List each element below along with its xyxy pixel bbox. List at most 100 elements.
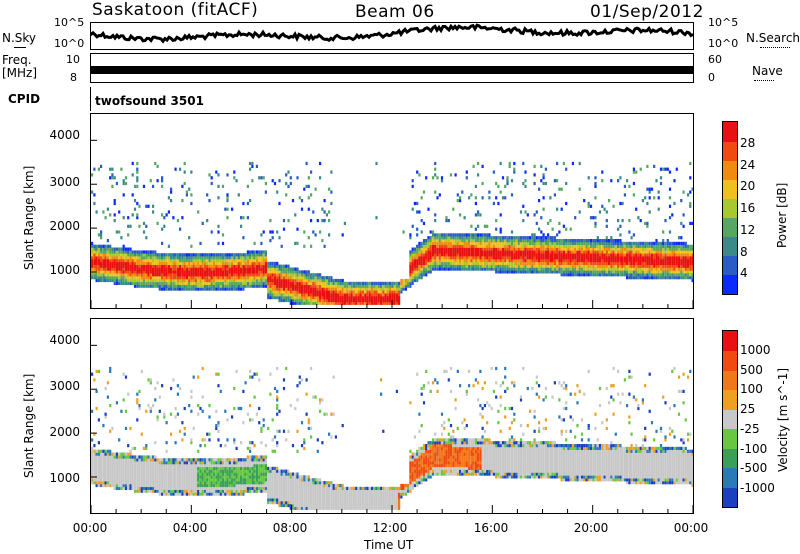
velocity-cell (215, 426, 218, 430)
power-cell (594, 250, 597, 254)
power-cell (391, 281, 394, 285)
power-cell (323, 290, 326, 294)
power-cell (183, 284, 186, 288)
power-cell (262, 273, 265, 277)
power-cell (210, 258, 213, 263)
velocity-cell (100, 472, 103, 476)
power-cell (666, 250, 669, 254)
power-cell (147, 261, 150, 265)
power-cell (305, 270, 308, 274)
power-cell (221, 253, 225, 257)
power-cell (635, 244, 638, 248)
velocity-cell (262, 478, 265, 482)
power-cell (626, 253, 629, 257)
power-cell (224, 267, 227, 271)
velocity-cell (208, 438, 211, 442)
power-cell (682, 258, 685, 263)
power-cell (258, 253, 261, 257)
power-cell (644, 267, 647, 271)
power-cell (310, 273, 313, 277)
power-cell (210, 287, 213, 291)
power-cell (142, 221, 146, 225)
power-cell (154, 256, 157, 260)
power-cell (136, 253, 139, 257)
power-cell (185, 253, 188, 257)
velocity-cell (199, 492, 202, 496)
power-cell (194, 273, 197, 277)
power-cell (522, 239, 525, 243)
power-cell (226, 199, 229, 203)
velocity-cell (145, 463, 148, 468)
power-cell (506, 244, 509, 248)
power-cell (235, 273, 238, 277)
power-cell (170, 264, 173, 268)
power-cell (456, 261, 459, 265)
power-cell (138, 264, 141, 268)
power-cell (310, 219, 313, 223)
velocity-cell (106, 463, 109, 468)
power-cell (140, 281, 143, 285)
velocity-cell (226, 478, 229, 482)
power-cell (662, 253, 665, 257)
power-cell (249, 281, 252, 285)
power-cell (106, 207, 109, 211)
power-cell (687, 276, 690, 280)
power-cell (626, 241, 629, 245)
power-cell (120, 273, 123, 277)
power-cell (246, 258, 249, 263)
power-cell (535, 221, 538, 225)
power-cell (445, 264, 448, 268)
power-cell (221, 233, 225, 237)
power-cell (626, 261, 629, 265)
power-cell (547, 221, 550, 225)
velocity-cell (109, 483, 112, 488)
velocity-cell (118, 461, 121, 465)
power-cell (382, 296, 385, 300)
power-cell (122, 244, 125, 248)
power-cell (127, 273, 130, 277)
power-cell (547, 253, 550, 257)
velocity-cell (97, 369, 100, 373)
power-cell (199, 281, 202, 285)
power-cell (463, 264, 466, 268)
power-cell (477, 261, 480, 265)
power-cell (621, 241, 624, 245)
velocity-cell (100, 475, 103, 479)
power-cell (501, 196, 505, 200)
power-cell (474, 258, 477, 263)
power-cell (235, 270, 238, 274)
power-cell (346, 284, 349, 288)
power-cell (273, 270, 277, 274)
power-cell (305, 296, 308, 300)
velocity-cell (163, 492, 166, 496)
power-cell (540, 267, 543, 271)
power-cell (612, 241, 615, 245)
power-cell (558, 230, 561, 234)
power-cell (253, 267, 256, 271)
power-cell (346, 281, 349, 285)
power-cell (673, 267, 676, 271)
power-cell (488, 241, 491, 245)
power-cell (328, 210, 331, 214)
velocity-cell (262, 483, 265, 488)
velocity-cell (215, 483, 218, 488)
power-cell (269, 290, 272, 294)
power-cell (285, 181, 288, 186)
power-cell (158, 256, 161, 260)
velocity-cell (197, 404, 200, 408)
power-cell (565, 270, 568, 274)
power-cell (425, 244, 428, 248)
power-cell (677, 270, 681, 274)
power-cell (501, 258, 505, 263)
power-cell (307, 284, 310, 288)
power-cell (368, 290, 371, 294)
power-cell (106, 253, 109, 257)
power-cell (608, 247, 611, 251)
power-cell (488, 196, 491, 200)
power-cell (630, 258, 633, 263)
power-cell (506, 250, 509, 254)
velocity-cell (194, 469, 197, 473)
velocity-cell (221, 472, 225, 476)
power-cell (199, 284, 202, 288)
power-cell (287, 284, 290, 288)
